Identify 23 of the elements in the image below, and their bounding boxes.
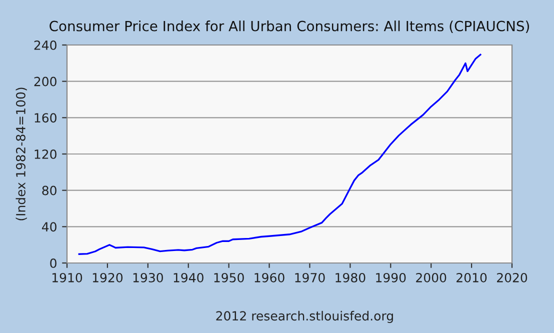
x-tick-label: 2010 xyxy=(456,272,487,282)
line-series xyxy=(78,54,482,255)
y-tick-label: 120 xyxy=(34,149,56,159)
x-tick-label: 1980 xyxy=(336,272,366,282)
chart-title: Consumer Price Index for All Urban Consumers: All Items (CPIAUCNS) xyxy=(50,20,529,33)
y-tick-label: 240 xyxy=(34,40,56,50)
y-axis-title: (Index 1982-84=100) xyxy=(16,88,27,220)
text: 2012 research.stlouisfed.org xyxy=(216,310,393,324)
x-tick-label: 1910 xyxy=(52,272,82,282)
y-tick-label: 40 xyxy=(42,222,56,232)
y-tick-label: 80 xyxy=(42,186,56,196)
x-tick-label: 1960 xyxy=(254,272,284,282)
x-tick-label: 1990 xyxy=(376,272,406,282)
x-tick-label: 1920 xyxy=(92,272,123,282)
y-tick-label: 200 xyxy=(34,76,56,86)
x-tick-label: 1930 xyxy=(133,272,163,282)
x-tick-label: 2000 xyxy=(416,272,446,282)
x-tick-label: 2020 xyxy=(497,272,528,282)
x-tick-label: 1950 xyxy=(214,272,244,282)
y-tick-label: 160 xyxy=(34,113,56,123)
y-tick-label: 0 xyxy=(50,258,56,268)
x-tick-label: 1940 xyxy=(174,272,204,282)
x-tick-label: 1970 xyxy=(295,272,325,282)
